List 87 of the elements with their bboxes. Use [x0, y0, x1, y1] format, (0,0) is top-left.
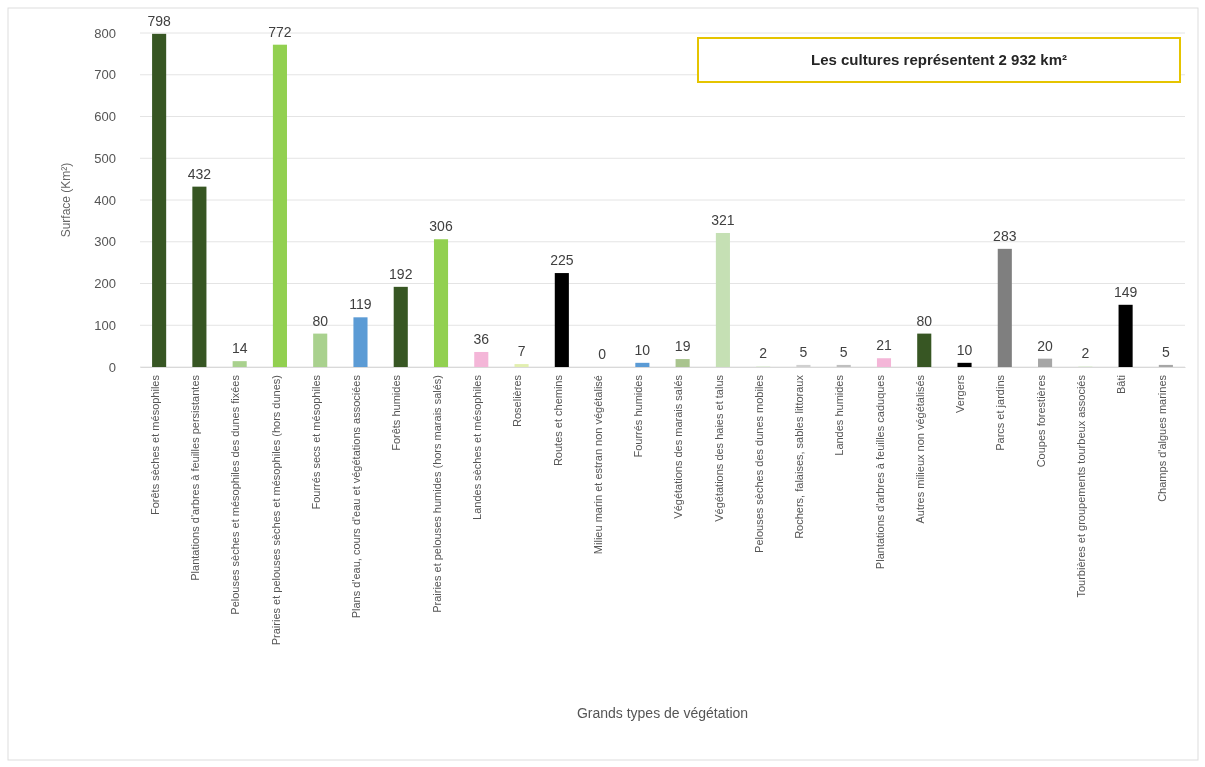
x-tick-label: Forêts sèches et mésophiles: [148, 374, 161, 516]
bar: [917, 333, 932, 367]
bar: [272, 44, 287, 367]
x-tick-label: Autres milieux non végétalisés: [913, 374, 926, 524]
y-tick-label: 0: [108, 359, 116, 375]
bar: [957, 362, 972, 367]
data-label: 20: [1037, 337, 1054, 354]
data-label: 21: [876, 337, 892, 354]
x-tick-label: Landes humides: [833, 374, 846, 456]
data-label: 225: [550, 252, 574, 269]
data-label: 432: [187, 165, 212, 182]
data-label: 283: [993, 227, 1017, 244]
y-tick-label: 300: [94, 234, 116, 250]
bar: [313, 333, 328, 367]
data-label: 19: [674, 338, 691, 355]
x-tick-label: Prairies et pelouses sèches et mésophiles (hors dunes): [269, 375, 282, 646]
y-tick-label: 600: [94, 109, 116, 125]
bar: [997, 248, 1012, 367]
x-tick-label: Tourbières et groupements tourbeux associés: [1075, 374, 1088, 598]
data-label: 5: [839, 343, 848, 360]
x-tick-label: Routes et chemins: [551, 374, 564, 467]
bar: [1038, 358, 1053, 367]
y-axis-title: Surface (Km²): [59, 162, 73, 238]
data-label: 80: [916, 312, 933, 329]
data-label: 36: [473, 330, 490, 347]
bar: [715, 232, 730, 367]
x-tick-label: Pelouses sèches et mésophiles des dunes fixées: [229, 374, 242, 615]
y-tick-label: 500: [94, 150, 116, 166]
bar: [876, 358, 892, 367]
bar: [393, 286, 408, 367]
data-label: 321: [711, 211, 735, 228]
bar: [474, 351, 489, 367]
x-tick-label: Fourrés humides: [632, 374, 645, 458]
bar: [554, 273, 569, 367]
data-label: 10: [956, 341, 973, 358]
data-label: 192: [389, 265, 413, 282]
x-tick-label: Roselières: [511, 374, 524, 427]
data-label: 0: [598, 346, 607, 362]
data-label: 798: [147, 12, 172, 29]
x-axis-title: Grands types de végétation: [576, 705, 749, 721]
x-tick-label: Végétations des haies et talus: [712, 374, 725, 522]
bar: [635, 362, 650, 367]
note-box: Les cultures représentent 2 932 km²: [697, 37, 1181, 83]
y-tick-label: 700: [94, 67, 116, 83]
x-tick-label: Pelouses sèches des dunes mobiles: [752, 374, 765, 553]
data-label: 149: [1113, 283, 1138, 300]
x-tick-label: Prairies et pelouses humides (hors marais salés): [430, 375, 443, 613]
bar: [353, 317, 368, 367]
x-tick-label: Rochers, falaises, sables littoraux: [793, 374, 806, 539]
x-tick-label: Plantations d'arbres à feuilles persistantes: [189, 374, 202, 581]
bar: [1158, 364, 1173, 367]
bar: [232, 361, 247, 367]
x-tick-label: Végétations des marais salés: [672, 374, 685, 519]
x-tick-label: Landes sèches et mésophiles: [470, 374, 483, 520]
x-tick-label: Champs d'algues marines: [1155, 374, 1168, 502]
data-label: 5: [1161, 343, 1170, 360]
data-label: 2: [759, 345, 768, 362]
x-tick-label: Coupes forestières: [1034, 374, 1047, 468]
bar: [192, 186, 207, 367]
bar: [514, 364, 529, 367]
annotation: Les cultures représentent 2 932 km²: [811, 51, 1067, 68]
data-label: 10: [634, 341, 651, 358]
data-label: 14: [231, 340, 248, 357]
y-tick-label: 100: [94, 317, 116, 333]
x-tick-label: Plantations d'arbres à feuilles caduques: [873, 374, 886, 570]
bar: [1118, 304, 1133, 367]
x-tick-label: Parcs et jardins: [994, 374, 1007, 451]
data-label: 80: [312, 312, 329, 329]
bar: [433, 239, 449, 367]
bar: [152, 33, 167, 367]
y-tick-label: 800: [94, 25, 116, 41]
bar: [836, 364, 851, 367]
x-tick-label: Forêts humides: [390, 374, 403, 451]
x-tick-label: Vergers: [954, 374, 967, 413]
data-label: 5: [799, 343, 808, 360]
data-label: 119: [349, 296, 372, 313]
y-tick-label: 400: [94, 192, 116, 208]
x-tick-label: Milieu marin et estran non végétalisé: [591, 375, 604, 555]
data-label: 306: [429, 218, 453, 235]
x-tick-label: Plans d'eau, cours d'eau et végétations associées: [350, 374, 363, 619]
x-tick-label: Fourrés secs et mésophiles: [309, 374, 322, 510]
data-label: 2: [1081, 345, 1090, 362]
data-label: 772: [268, 23, 292, 40]
bar: [675, 359, 690, 367]
data-label: 7: [517, 343, 526, 360]
x-tick-label: Bâti: [1115, 375, 1128, 394]
y-tick-label: 200: [94, 276, 116, 292]
